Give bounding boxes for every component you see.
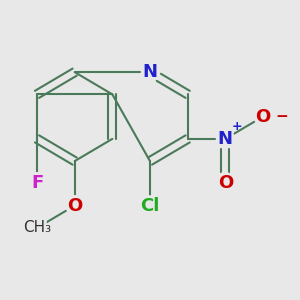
Text: O: O: [215, 171, 236, 195]
Text: N: N: [218, 130, 233, 148]
Text: N: N: [142, 63, 158, 81]
Text: Cl: Cl: [137, 194, 163, 218]
Text: CH₃: CH₃: [23, 220, 51, 236]
Text: N: N: [215, 127, 235, 151]
Text: +: +: [232, 120, 243, 134]
Text: Cl: Cl: [140, 196, 160, 214]
Text: F: F: [29, 171, 45, 195]
Text: O: O: [253, 105, 273, 129]
Text: N: N: [140, 60, 160, 84]
Text: F: F: [31, 174, 43, 192]
Text: CH₃: CH₃: [16, 218, 58, 238]
Text: O: O: [67, 196, 82, 214]
Text: O: O: [64, 194, 85, 218]
Text: O: O: [218, 174, 233, 192]
Text: O: O: [255, 108, 271, 126]
Text: −: −: [275, 109, 288, 124]
